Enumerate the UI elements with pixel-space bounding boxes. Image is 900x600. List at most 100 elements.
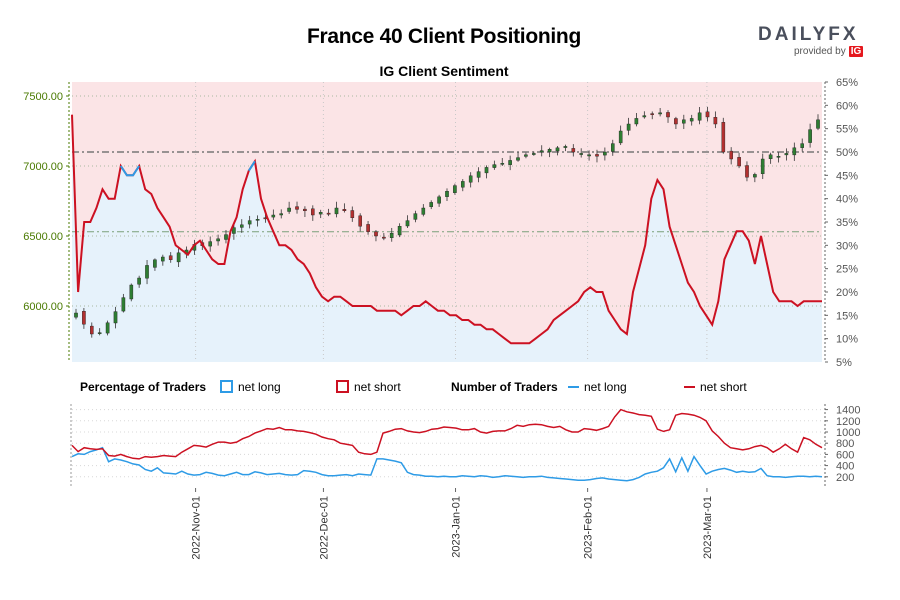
candle-body xyxy=(721,122,726,153)
candle-body xyxy=(311,208,315,216)
price-tick-label: 7500.00 xyxy=(23,91,63,103)
pct-long-majority-line xyxy=(119,160,256,177)
count-tick-label: 200 xyxy=(836,472,854,484)
candle-body xyxy=(334,207,339,215)
logo-provided-by: provided by IG xyxy=(794,46,864,57)
legend-pct-short: net short xyxy=(336,380,401,396)
candle-body xyxy=(768,154,773,160)
candle-body xyxy=(461,181,465,188)
candle-body xyxy=(674,118,678,125)
candle-body xyxy=(405,220,410,227)
candle-body xyxy=(745,165,749,178)
long-area-fill xyxy=(72,114,822,362)
candle-body xyxy=(429,202,434,207)
candle-body xyxy=(618,130,623,144)
candle-body xyxy=(208,241,213,247)
count-tick-label: 1200 xyxy=(836,416,860,428)
pct-tick-label: 10% xyxy=(836,334,858,346)
candle-body xyxy=(216,238,220,242)
vertical-grid xyxy=(195,82,708,488)
candle-body xyxy=(689,118,694,122)
count-tick-label: 800 xyxy=(836,438,854,450)
candle-body xyxy=(595,154,599,157)
pct-tick-label: 60% xyxy=(836,100,858,112)
candle-body xyxy=(74,312,78,318)
legend-num-short-label: net short xyxy=(700,380,747,394)
candle-body xyxy=(342,209,347,212)
candle-body xyxy=(808,129,812,143)
candlesticks xyxy=(74,106,820,338)
legend-num-header: Number of Traders xyxy=(451,380,558,394)
candle-body xyxy=(121,297,126,312)
date-tick-label: 2022-Nov-01 xyxy=(191,496,203,560)
logo-wordmark: DAILYFX xyxy=(758,24,868,46)
count-net-long-line xyxy=(71,446,823,482)
legend-pct-short-label: net short xyxy=(354,380,401,394)
pct-tick-label: 25% xyxy=(836,264,858,276)
logo-daily: DAILY xyxy=(758,24,829,45)
candle-body xyxy=(303,208,307,212)
ig-logo-icon: IG xyxy=(848,46,864,57)
candle-body xyxy=(658,112,662,115)
legend-pct-long-label: net long xyxy=(238,380,281,394)
count-tick-label: 400 xyxy=(836,461,854,473)
candle-body xyxy=(603,151,607,156)
candle-body xyxy=(326,212,331,215)
pct-tick-label: 50% xyxy=(836,147,858,159)
candle-body xyxy=(784,153,789,156)
candle-body xyxy=(382,236,386,239)
candle-body xyxy=(176,252,181,263)
logo-provided-text: provided by xyxy=(794,46,846,57)
candle-body xyxy=(89,325,94,335)
count-tick-label: 600 xyxy=(836,449,854,461)
candle-body xyxy=(650,113,654,115)
candle-body xyxy=(587,154,591,157)
pct-tick-label: 40% xyxy=(836,194,858,206)
legend-long-line-icon xyxy=(568,386,579,388)
candle-body xyxy=(287,207,291,212)
legend-short-line-icon xyxy=(684,386,695,388)
legend-num-long: net long xyxy=(568,380,627,396)
legend-num-long-label: net long xyxy=(584,380,627,394)
candle-body xyxy=(563,146,568,148)
candle-body xyxy=(366,224,370,232)
count-tick-label: 1000 xyxy=(836,427,860,439)
dailyfx-logo: DAILYFX provided by IG xyxy=(758,24,868,64)
candle-body xyxy=(113,311,118,324)
date-tick-label: 2023-Mar-01 xyxy=(702,496,714,559)
pct-tick-label: 35% xyxy=(836,217,858,229)
candle-body xyxy=(697,112,702,121)
candle-body xyxy=(105,322,110,334)
pct-tick-label: 45% xyxy=(836,170,858,182)
candle-body xyxy=(476,171,481,178)
price-tick-label: 7000.00 xyxy=(23,161,63,173)
candle-body xyxy=(374,231,378,237)
candle-body xyxy=(397,225,402,236)
candle-body xyxy=(389,232,394,238)
candle-body xyxy=(682,119,686,124)
candle-body xyxy=(421,207,426,215)
candle-body xyxy=(137,277,141,285)
candle-body xyxy=(168,255,173,260)
candle-body xyxy=(239,224,244,228)
pct-tick-label: 15% xyxy=(836,310,858,322)
candle-body xyxy=(350,210,355,219)
candle-body xyxy=(800,143,804,148)
candle-body xyxy=(247,220,252,225)
candle-body xyxy=(295,206,299,210)
candle-body xyxy=(500,162,505,165)
candle-body xyxy=(129,284,134,300)
candle-body xyxy=(445,190,449,197)
legend-long-swatch-icon xyxy=(220,380,233,393)
candle-body xyxy=(232,227,236,234)
candle-body xyxy=(666,112,670,118)
candle-body xyxy=(318,211,323,215)
candle-body xyxy=(82,311,86,325)
candle-body xyxy=(279,213,284,216)
price-tick-label: 6000.00 xyxy=(23,301,63,313)
candle-body xyxy=(145,265,149,279)
candle-body xyxy=(484,167,489,174)
candle-body xyxy=(224,234,228,240)
pct-tick-label: 55% xyxy=(836,124,858,136)
candle-body xyxy=(705,111,710,118)
